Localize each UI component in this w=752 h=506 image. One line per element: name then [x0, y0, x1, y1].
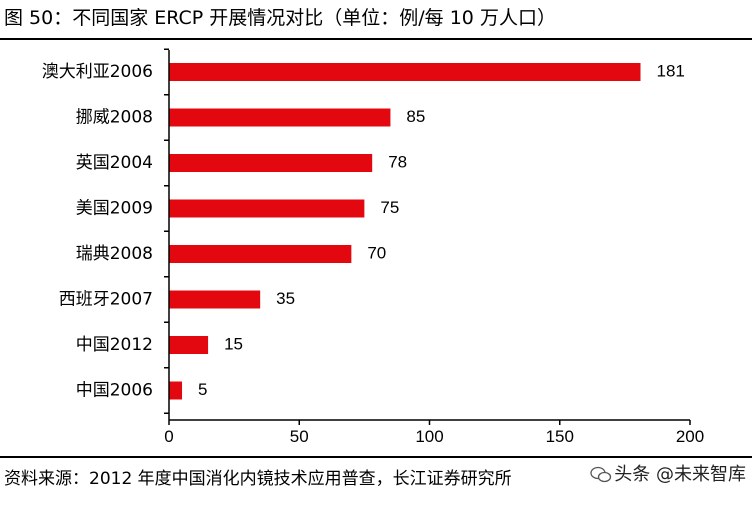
- value-label: 35: [276, 289, 295, 308]
- value-label: 5: [198, 380, 207, 399]
- category-label: 挪威2008: [76, 108, 153, 128]
- category-label: 西班牙2007: [59, 290, 153, 310]
- bar: [169, 381, 183, 400]
- category-label: 澳大利亚2006: [42, 62, 153, 82]
- value-label: 85: [406, 107, 425, 126]
- bar-chart: 澳大利亚2006 181 挪威2008 85 英国2004 78 美国2009 75 瑞典200…: [42, 48, 704, 446]
- x-tick-label: 150: [546, 427, 574, 446]
- bar: [169, 63, 641, 81]
- value-label: 181: [657, 61, 685, 80]
- value-label: 78: [388, 152, 407, 171]
- x-tick-label: 0: [164, 427, 173, 446]
- bar: [169, 245, 352, 263]
- category-label: 中国2012: [76, 335, 153, 355]
- bar: [169, 199, 365, 218]
- category-label: 中国2006: [76, 381, 153, 401]
- source-note: 资料来源：2012 年度中国消化内镜技术应用普查，长江证券研究所: [4, 469, 512, 489]
- watermark-text: 头条 @未来智库: [614, 464, 746, 485]
- watermark: 头条 @未来智库: [590, 462, 746, 488]
- x-tick-label: 100: [415, 427, 443, 446]
- category-label: 美国2009: [76, 199, 153, 219]
- bars-layer: [169, 63, 641, 400]
- value-label: 15: [224, 334, 243, 353]
- figure-title: 图 50：不同国家 ERCP 开展情况对比（单位：例/每 10 万人口）: [4, 7, 556, 29]
- source-divider: [0, 456, 752, 458]
- x-axis: 0 50 100 150 200: [164, 48, 704, 446]
- category-label: 瑞典2008: [76, 244, 153, 264]
- title-divider: [0, 38, 752, 40]
- x-tick-label: 50: [290, 427, 309, 446]
- bar: [169, 154, 373, 172]
- wechat-icon: [590, 466, 612, 483]
- value-label: 75: [380, 198, 399, 217]
- bar: [169, 290, 261, 309]
- bar: [169, 336, 209, 354]
- bar: [169, 108, 391, 127]
- category-label: 英国2004: [76, 153, 153, 173]
- value-label: 70: [367, 243, 386, 262]
- labels-layer: 澳大利亚2006 181 挪威2008 85 英国2004 78 美国2009 75 瑞典200…: [42, 61, 685, 400]
- x-tick-label: 200: [676, 427, 704, 446]
